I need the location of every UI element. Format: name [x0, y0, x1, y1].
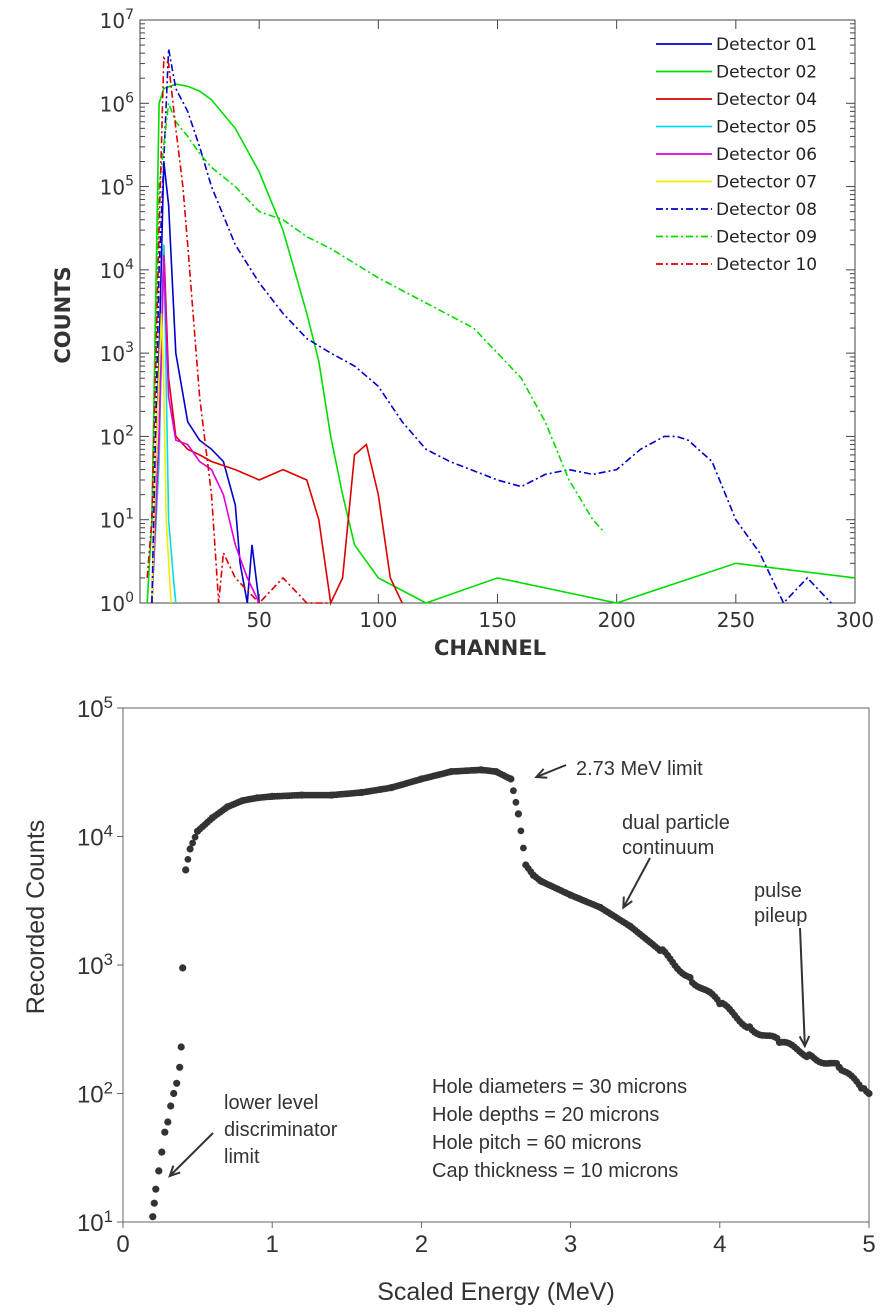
series-line-3: [151, 244, 403, 606]
top-chart: COUNTS CHANNEL 100 101 102 103 104 105 106 107 5…: [51, 7, 874, 660]
data-point: [158, 1148, 166, 1156]
y-tick-label: 105: [100, 174, 134, 200]
info-box-line: Hole diameters = 30 microns: [432, 1076, 687, 1098]
data-point: [150, 1199, 158, 1207]
y-tick-label: 101: [100, 507, 134, 533]
data-point: [512, 798, 520, 806]
legend-label: Detector 02: [716, 63, 817, 83]
x-tick-label: 250: [717, 608, 755, 632]
x-tick-label: 3: [564, 1231, 577, 1258]
data-point: [510, 787, 517, 795]
data-point: [179, 964, 187, 972]
annotation-arrowhead: [798, 1035, 811, 1049]
data-point: [520, 844, 527, 852]
series-line-8: [151, 103, 606, 534]
top-chart-ylabel: COUNTS: [51, 266, 75, 363]
series-line-6: [151, 313, 172, 604]
annotation-arrowhead: [534, 768, 548, 779]
x-tick-label: 1: [266, 1231, 279, 1258]
y-tick-label: 107: [100, 7, 134, 33]
x-tick-label: 150: [478, 608, 516, 632]
annotation-arrowhead: [168, 1165, 181, 1178]
data-point: [167, 1102, 175, 1110]
data-point: [182, 866, 190, 874]
legend-label: Detector 07: [716, 173, 817, 193]
data-point: [514, 810, 523, 818]
series-line-2: [146, 83, 856, 604]
y-tick-label: 104: [100, 257, 134, 283]
y-tick-label: 106: [100, 90, 134, 116]
annotation-arrowhead: [622, 896, 633, 910]
annotation-text: limit: [224, 1146, 260, 1168]
x-tick-label: 200: [598, 608, 636, 632]
y-tick-label: 101: [77, 1207, 113, 1237]
data-point: [173, 1079, 181, 1087]
data-point: [152, 1185, 160, 1193]
annotation-arrow: [169, 1132, 214, 1177]
annotation-text: lower level: [224, 1092, 318, 1114]
series-line-7: [151, 48, 832, 605]
data-point: [865, 1089, 873, 1098]
annotation-text: discriminator: [224, 1119, 338, 1141]
series-line-5: [151, 255, 260, 604]
info-box-line: Hole depths = 20 microns: [432, 1104, 659, 1126]
bottom-chart-xlabel: Scaled Energy (MeV): [377, 1278, 615, 1306]
legend-label: Detector 04: [716, 90, 817, 110]
y-tick-label: 102: [100, 423, 134, 449]
y-tick-label: 105: [77, 693, 113, 723]
info-box-line: Cap thickness = 10 microns: [432, 1160, 678, 1182]
annotation-text: pulse: [754, 880, 802, 902]
data-point: [191, 833, 199, 841]
data-point: [186, 845, 194, 853]
annotation-text: pileup: [754, 905, 807, 927]
y-tick-label: 100: [100, 590, 134, 616]
x-tick-label: 2: [415, 1231, 428, 1258]
legend-label: Detector 09: [716, 228, 817, 248]
legend-label: Detector 08: [716, 200, 817, 220]
annotation-arrow: [535, 764, 567, 778]
data-point: [184, 856, 192, 863]
data-point: [176, 1063, 184, 1071]
x-tick-label: 100: [359, 608, 397, 632]
y-tick-label: 103: [77, 950, 113, 980]
data-point: [517, 827, 525, 835]
annotation-arrow: [622, 857, 651, 909]
x-tick-label: 4: [713, 1231, 726, 1258]
y-tick-label: 102: [77, 1079, 113, 1109]
data-point: [189, 839, 197, 847]
data-point: [177, 1043, 185, 1051]
y-tick-label: 104: [77, 822, 113, 852]
data-point: [164, 1118, 172, 1126]
x-tick-label: 5: [862, 1231, 875, 1258]
annotation-text: continuum: [622, 837, 714, 859]
data-point: [155, 1167, 163, 1175]
x-tick-label: 0: [116, 1231, 129, 1258]
data-point: [170, 1089, 178, 1098]
bottom-chart: Recorded Counts Scaled Energy (MeV) 101 1…: [22, 693, 876, 1306]
x-tick-label: 300: [836, 608, 874, 632]
annotation-arrow: [799, 927, 806, 1047]
data-point: [507, 775, 515, 783]
top-chart-xlabel: CHANNEL: [434, 636, 546, 660]
data-point: [161, 1128, 169, 1136]
data-point: [149, 1213, 157, 1221]
legend-label: Detector 06: [716, 145, 817, 165]
legend-label: Detector 10: [716, 255, 817, 275]
legend-label: Detector 01: [716, 35, 817, 55]
legend-label: Detector 05: [716, 118, 817, 138]
annotation-text: 2.73 MeV limit: [576, 758, 703, 780]
info-box-line: Hole pitch = 60 microns: [432, 1132, 642, 1154]
bottom-chart-ylabel: Recorded Counts: [22, 820, 50, 1015]
series-line-4: [151, 244, 177, 604]
x-tick-label: 50: [246, 608, 271, 632]
annotation-text: dual particle: [622, 812, 730, 834]
y-tick-label: 103: [100, 340, 134, 366]
